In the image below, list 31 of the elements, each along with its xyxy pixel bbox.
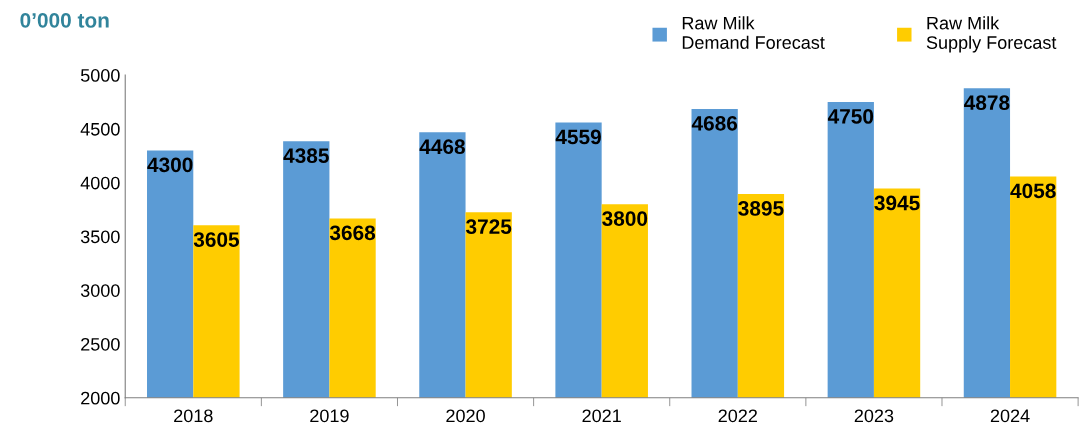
legend-label: Raw Milk Supply Forecast <box>926 16 1057 53</box>
data-label: 4385 <box>283 148 329 164</box>
y-tick-label: 2500 <box>81 337 120 351</box>
data-label: 4878 <box>964 95 1010 111</box>
x-tick-label: 2021 <box>582 409 621 423</box>
data-label: 4686 <box>691 115 738 131</box>
x-tick-label: 2024 <box>990 409 1030 423</box>
data-label: 3800 <box>602 211 648 226</box>
y-tick-label: 2000 <box>81 391 120 405</box>
x-tick-label: 2019 <box>310 409 349 423</box>
x-tick-label: 2018 <box>174 409 213 423</box>
data-label: 4750 <box>827 109 874 124</box>
x-tick-label: 2023 <box>854 409 894 423</box>
y-tick-label: 3000 <box>80 284 120 297</box>
data-label: 4468 <box>419 139 465 155</box>
y-tick-label: 3500 <box>80 230 120 244</box>
y-tick-label: 5000 <box>80 69 120 82</box>
legend-label: Raw Milk Demand Forecast <box>682 16 825 49</box>
data-label: 4058 <box>1010 183 1056 199</box>
data-label: 4300 <box>147 157 193 173</box>
data-label: 3668 <box>329 225 376 241</box>
data-label: 4559 <box>555 129 601 145</box>
y-axis-title: 0’000 ton <box>20 12 109 28</box>
data-label: 3725 <box>466 219 512 235</box>
data-label: 3895 <box>738 200 784 216</box>
y-tick-label: 4500 <box>80 122 120 136</box>
data-label: 3605 <box>193 232 240 247</box>
x-tick-label: 2022 <box>718 409 757 423</box>
data-label: 3945 <box>874 195 920 211</box>
x-tick-label: 2020 <box>446 409 485 423</box>
y-tick-label: 4000 <box>80 176 120 190</box>
